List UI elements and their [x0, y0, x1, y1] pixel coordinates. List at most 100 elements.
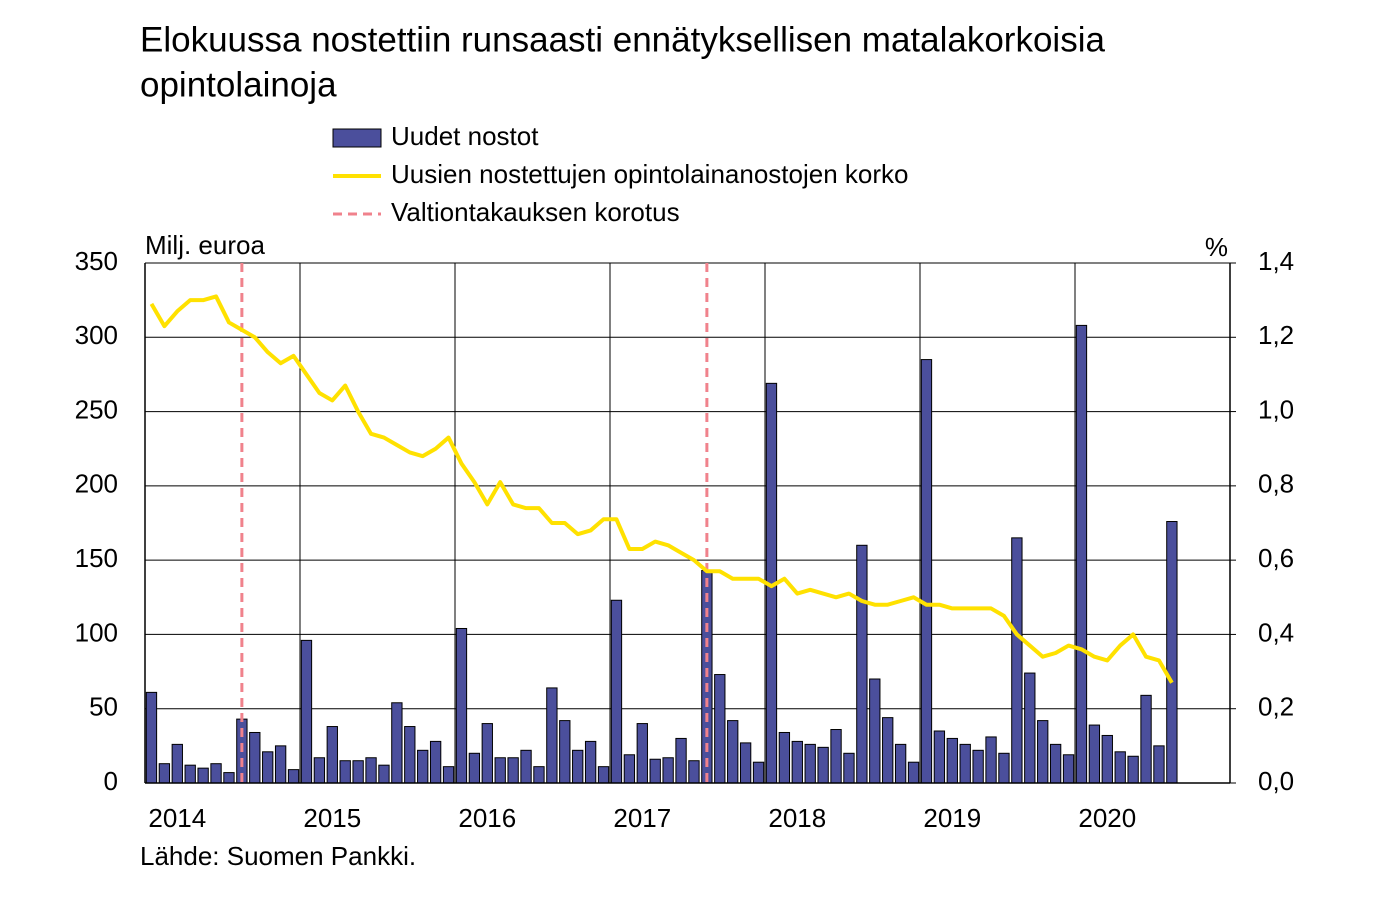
x-tick-label: 2015 — [303, 803, 361, 833]
bar — [1088, 724, 1101, 784]
bar — [636, 723, 648, 784]
bar — [1062, 754, 1075, 784]
x-tick-label: 2016 — [458, 803, 516, 833]
bar — [882, 717, 894, 784]
bar — [520, 749, 532, 784]
bar — [210, 763, 222, 784]
bar — [494, 757, 506, 784]
bar — [1166, 521, 1178, 784]
bar — [313, 757, 326, 784]
x-tick-label: 2020 — [1078, 803, 1136, 833]
y2-tick-label: 0,2 — [1258, 692, 1294, 722]
bar — [391, 702, 403, 784]
bar — [920, 359, 933, 784]
y-tick-label: 300 — [75, 320, 118, 350]
bar — [727, 720, 739, 784]
bar — [1153, 745, 1165, 784]
bar — [300, 639, 313, 784]
y-tick-label: 100 — [75, 617, 118, 647]
bar — [972, 749, 984, 784]
bar — [145, 691, 158, 784]
bar — [597, 766, 610, 784]
bar — [572, 749, 584, 784]
bar — [559, 720, 571, 784]
bar — [339, 760, 351, 784]
bar — [662, 757, 674, 784]
y2-tick-label: 0,4 — [1258, 617, 1294, 647]
bar — [274, 745, 287, 784]
source: Lähde: Suomen Pankki. — [140, 841, 416, 871]
bar — [985, 736, 997, 784]
chart-title: Elokuussa nostettiin runsaasti ennätykse… — [140, 20, 1105, 59]
legend-label: Uudet nostot — [391, 121, 539, 151]
bar — [287, 769, 300, 784]
bar — [184, 764, 196, 784]
y-tick-label: 250 — [75, 394, 118, 424]
bar — [623, 754, 636, 784]
bar — [429, 740, 442, 784]
bar — [1127, 755, 1139, 784]
bar — [158, 763, 171, 784]
bar — [1049, 743, 1062, 784]
legend-label: Valtiontakauksen korotus — [391, 197, 680, 227]
bar — [946, 737, 958, 784]
bar — [262, 751, 274, 784]
legend-label: Uusien nostettujen opintolainanostojen k… — [391, 159, 908, 189]
bar — [1024, 672, 1036, 784]
bar — [481, 723, 493, 784]
y2-tick-label: 0,6 — [1258, 543, 1294, 573]
bar — [442, 766, 455, 784]
bar — [1140, 694, 1152, 784]
bar — [455, 627, 468, 784]
y-tick-label: 0 — [104, 766, 118, 796]
bar — [675, 737, 687, 784]
legend-swatch — [332, 128, 382, 148]
bar — [417, 749, 429, 784]
bar — [546, 687, 558, 784]
bar — [739, 742, 752, 784]
bar — [468, 752, 481, 784]
y2-tick-label: 0,8 — [1258, 469, 1294, 499]
bar — [791, 740, 803, 784]
y2-tick-label: 1,0 — [1258, 394, 1294, 424]
y2-tick-label: 1,4 — [1258, 246, 1294, 276]
bar — [171, 743, 183, 784]
y2-axis-label: % — [1205, 232, 1228, 262]
bar — [223, 772, 235, 784]
y-axis-label: Milj. euroa — [145, 230, 265, 260]
bar — [1101, 734, 1113, 784]
bar — [197, 767, 209, 784]
bar — [894, 743, 907, 784]
line — [149, 294, 1174, 684]
bar — [365, 757, 377, 784]
x-tick-label: 2018 — [768, 803, 826, 833]
bar — [352, 760, 364, 784]
y-tick-label: 150 — [75, 543, 118, 573]
y-tick-label: 50 — [89, 692, 118, 722]
bar — [856, 544, 868, 784]
y2-tick-label: 0,0 — [1258, 766, 1294, 796]
bar — [610, 599, 623, 784]
x-tick-label: 2014 — [148, 803, 206, 833]
bar — [1114, 751, 1126, 784]
bar — [959, 743, 971, 784]
bar — [507, 757, 519, 784]
bar — [378, 764, 390, 784]
bar — [804, 743, 816, 784]
bar — [778, 731, 791, 784]
bar — [249, 731, 261, 784]
y-tick-label: 350 — [75, 246, 118, 276]
bar — [752, 761, 765, 784]
bar — [404, 726, 416, 784]
bar — [1037, 720, 1049, 784]
bar — [326, 726, 338, 784]
bar — [714, 674, 726, 784]
bar — [533, 766, 545, 784]
y2-tick-label: 1,2 — [1258, 320, 1294, 350]
y-tick-label: 200 — [75, 469, 118, 499]
chart-title: opintolainoja — [140, 65, 337, 104]
bar — [1075, 324, 1088, 784]
bar — [1011, 537, 1023, 784]
bar — [843, 752, 855, 784]
